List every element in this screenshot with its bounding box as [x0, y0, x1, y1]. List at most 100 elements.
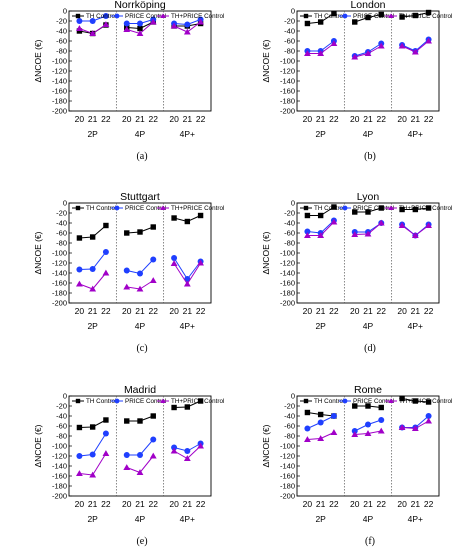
data-point: [76, 266, 83, 273]
data-point: [399, 14, 405, 20]
x-tick-label: 21: [411, 306, 421, 316]
data-point: [89, 424, 96, 430]
data-point: [76, 424, 83, 431]
data-point: [364, 430, 372, 437]
x-tick-label: 22: [329, 114, 339, 124]
legend-marker: [342, 13, 348, 19]
x-tick-label: 20: [350, 114, 360, 124]
y-tick-label: -160: [52, 279, 67, 288]
data-point: [365, 421, 371, 428]
group-label: 4P: [135, 321, 146, 331]
data-point: [150, 256, 157, 263]
group-label: 4P: [363, 514, 374, 524]
legend-label: TH Control: [314, 398, 344, 405]
x-tick-label: 22: [424, 114, 434, 124]
legend-marker: [342, 398, 348, 404]
data-point: [352, 403, 358, 409]
y-tick-label: -80: [56, 239, 67, 248]
y-tick-label: -80: [284, 432, 295, 441]
data-point: [76, 470, 83, 477]
data-point: [351, 53, 359, 60]
data-point: [425, 37, 432, 44]
data-point: [364, 230, 372, 237]
data-point: [412, 398, 419, 404]
data-point: [398, 222, 406, 229]
x-tick-label: 21: [411, 114, 421, 124]
y-tick-label: -60: [56, 37, 67, 46]
x-tick-label: 20: [397, 306, 407, 316]
data-point: [425, 399, 432, 405]
data-point: [351, 231, 359, 238]
y-axis-label: ΔNCOE (€): [33, 424, 43, 467]
legend-marker: [75, 398, 81, 404]
y-tick-label: -100: [52, 442, 67, 451]
chart-panel: Stuttgart 0-20-40-60-80-100-120-140-160-1…: [33, 191, 224, 354]
y-tick-label: 0: [291, 392, 295, 401]
x-tick-label: 22: [196, 306, 206, 316]
x-tick-label: 20: [122, 499, 132, 509]
legend-marker: [160, 205, 166, 210]
x-tick-label: 21: [183, 499, 193, 509]
data-point: [102, 21, 110, 28]
y-tick-label: -180: [52, 482, 67, 491]
y-tick-label: -80: [284, 239, 295, 248]
x-tick-label: 22: [101, 499, 111, 509]
data-point: [183, 28, 191, 35]
data-point: [136, 285, 144, 292]
x-tick-label: 20: [169, 306, 179, 316]
legend-marker: [388, 205, 394, 210]
data-point: [304, 436, 311, 443]
x-tick-label: 21: [363, 306, 373, 316]
y-tick-label: -60: [56, 229, 67, 238]
y-tick-label: -180: [52, 97, 67, 106]
x-tick-label: 21: [316, 499, 326, 509]
legend-marker: [303, 205, 309, 211]
data-point: [378, 417, 385, 423]
panel-caption: (d): [364, 343, 376, 354]
data-point: [317, 419, 324, 426]
group-label: 2P: [87, 514, 98, 524]
x-tick-label: 22: [377, 499, 387, 509]
y-tick-label: -200: [280, 299, 295, 308]
data-point: [412, 12, 419, 19]
data-point: [330, 429, 338, 436]
data-point: [365, 209, 371, 215]
y-tick-label: -20: [56, 17, 67, 26]
data-point: [123, 452, 130, 458]
x-tick-label: 22: [377, 114, 387, 124]
group-label: 2P: [315, 129, 326, 139]
data-point: [89, 451, 96, 458]
group-label: 4P: [135, 129, 146, 139]
legend-marker: [75, 13, 81, 19]
group-label: 4P+: [180, 129, 195, 139]
data-point: [102, 249, 109, 255]
plot-frame: [68, 395, 212, 497]
group-label: 4P+: [408, 129, 423, 139]
x-tick-label: 21: [316, 114, 326, 124]
data-point: [149, 18, 157, 25]
chart-title: Norrköping: [114, 0, 166, 11]
legend-label: TH+PRICE Control: [399, 205, 452, 212]
data-point: [317, 19, 324, 25]
data-point: [197, 259, 204, 266]
data-point: [137, 418, 143, 424]
y-tick-label: -40: [284, 27, 295, 36]
group-label: 4P: [135, 514, 146, 524]
data-point: [102, 13, 109, 19]
data-point: [377, 42, 385, 49]
y-tick-label: -120: [52, 67, 67, 76]
data-point: [184, 21, 191, 28]
y-tick-label: -180: [280, 97, 295, 106]
data-point: [184, 404, 191, 410]
data-point: [123, 283, 131, 290]
y-tick-label: -120: [52, 259, 67, 268]
data-point: [425, 205, 432, 211]
y-tick-label: 0: [63, 7, 67, 16]
data-point: [197, 442, 204, 449]
data-point: [171, 404, 177, 411]
data-point: [89, 18, 96, 24]
y-tick-label: -100: [52, 57, 67, 66]
y-tick-label: -200: [280, 492, 295, 501]
data-point: [330, 218, 338, 225]
y-tick-label: -200: [52, 299, 67, 308]
